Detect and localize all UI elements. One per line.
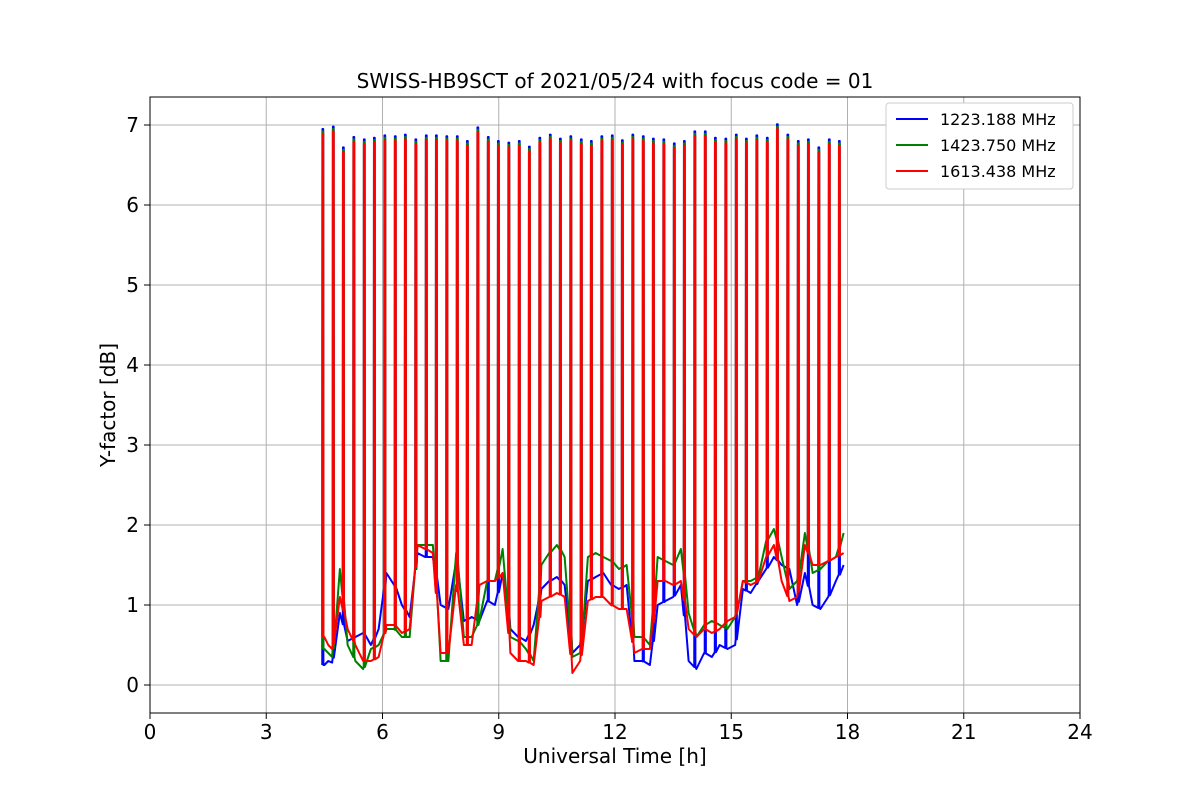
y-tick-label: 7 (126, 113, 139, 137)
y-axis: 0 1 2 3 4 5 6 7 (126, 113, 150, 697)
y-tick-label: 0 (126, 673, 139, 697)
chart-title: SWISS-HB9SCT of 2021/05/24 with focus co… (357, 69, 874, 93)
y-axis-label: Y-factor [dB] (96, 343, 120, 468)
x-tick-label: 18 (835, 720, 860, 744)
series-line-3 (321, 128, 845, 674)
x-tick-label: 12 (602, 720, 627, 744)
legend-label: 1423.750 MHz (940, 136, 1056, 155)
series-layer (321, 123, 845, 674)
legend-label: 1223.188 MHz (940, 110, 1056, 129)
x-tick-label: 9 (492, 720, 505, 744)
x-tick-label: 3 (260, 720, 273, 744)
x-tick-label: 21 (951, 720, 976, 744)
x-axis: 0 3 6 9 12 15 18 21 24 (144, 713, 1093, 744)
x-tick-label: 24 (1067, 720, 1092, 744)
series-line-2 (321, 125, 845, 670)
legend-box (885, 102, 1074, 190)
y-tick-label: 5 (126, 273, 139, 297)
y-tick-label: 6 (126, 193, 139, 217)
legend: 1223.188 MHz 1423.750 MHz 1613.438 MHz (885, 102, 1074, 190)
x-tick-label: 15 (719, 720, 744, 744)
y-tick-label: 3 (126, 433, 139, 457)
y-tick-label: 1 (126, 593, 139, 617)
x-tick-label: 0 (144, 720, 157, 744)
legend-label: 1613.438 MHz (940, 162, 1056, 181)
y-tick-label: 2 (126, 513, 139, 537)
x-axis-label: Universal Time [h] (523, 744, 706, 768)
series-line-1 (321, 123, 845, 670)
x-tick-label: 6 (376, 720, 389, 744)
y-tick-label: 4 (126, 353, 139, 377)
